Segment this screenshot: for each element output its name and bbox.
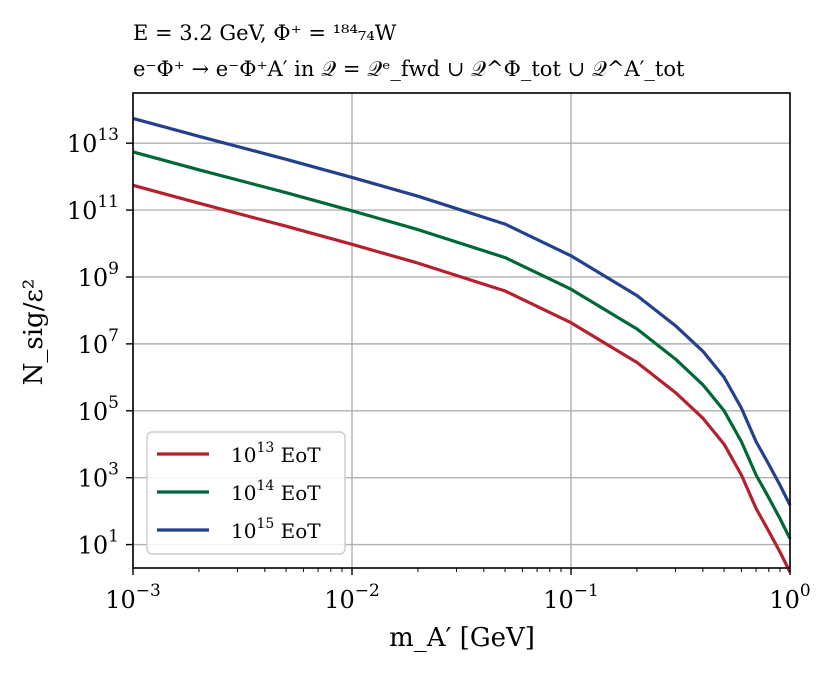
- series-lines: [132, 116, 792, 573]
- x-tick-label: 10−2: [324, 581, 380, 614]
- y-tick-label: 109: [78, 259, 119, 292]
- legend-label: 1013 EoT: [231, 440, 321, 467]
- chart-title-line2: e⁻Φ⁺ → e⁻Φ⁺A′ in 𝒬 = 𝒬ᵉ_fwd ∪ 𝒬^Φ_tot ∪ …: [133, 57, 685, 81]
- legend-label: 1014 EoT: [231, 478, 321, 505]
- y-tick-label: 101: [78, 527, 119, 560]
- series-line-3: [132, 116, 792, 506]
- plot-frame: [132, 92, 791, 569]
- y-tick-label: 107: [78, 326, 119, 359]
- x-axis-label: m_A′ [GeV]: [389, 623, 535, 653]
- x-tick-label: 10−1: [543, 581, 599, 614]
- series-line-2: [132, 150, 792, 540]
- y-tick-label: 1013: [67, 125, 119, 158]
- x-tick-label: 10−3: [105, 581, 161, 614]
- titles: E = 3.2 GeV, Φ⁺ = ¹⁸⁴₇₄W e⁻Φ⁺ → e⁻Φ⁺A′ i…: [133, 21, 685, 81]
- x-tick-label: 100: [769, 581, 810, 614]
- legend-box: [146, 431, 346, 555]
- chart-title-line1: E = 3.2 GeV, Φ⁺ = ¹⁸⁴₇₄W: [133, 21, 397, 45]
- legend-label: 1015 EoT: [231, 516, 321, 543]
- ticks: 10−3 10−2 10−1 100 101 103 105 107 109 1011 1013: [67, 125, 811, 614]
- y-axis-label: N_sig/ε²: [19, 279, 49, 386]
- legend: 1013 EoT 1014 EoT 1015 EoT: [146, 431, 346, 555]
- series-line-1: [132, 183, 792, 573]
- y-tick-label: 103: [78, 460, 119, 493]
- y-tick-label: 105: [78, 393, 119, 426]
- y-tick-label: 1011: [67, 192, 119, 225]
